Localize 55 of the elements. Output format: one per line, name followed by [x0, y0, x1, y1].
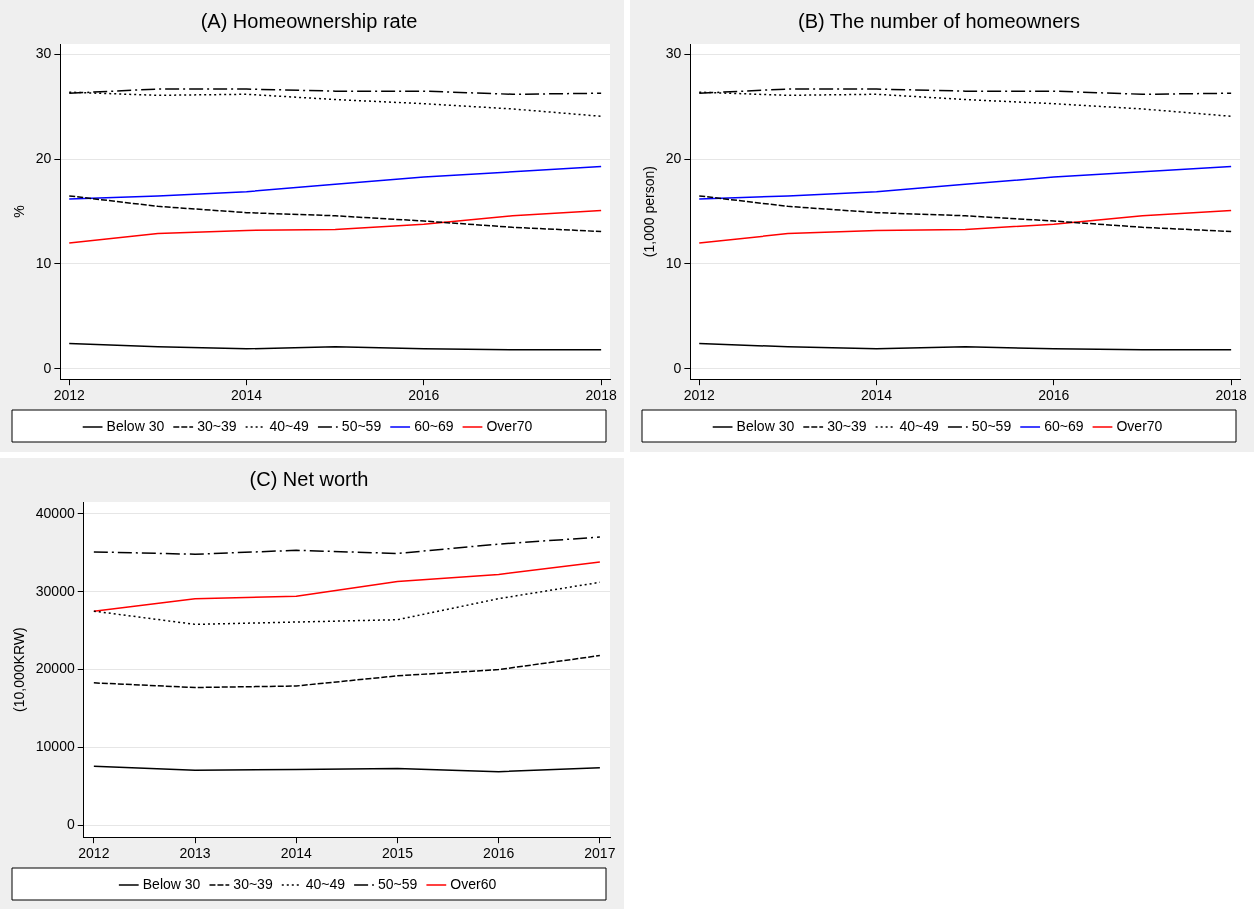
legend-label: 40~49: [899, 417, 940, 434]
legend-label: 50~59: [971, 417, 1012, 434]
legend-label: 50~59: [341, 417, 382, 434]
legend-label: 30~39: [233, 875, 273, 892]
chart-title: (A) Homeownership rate: [200, 9, 418, 32]
x-tick-label: 2015: [381, 845, 414, 862]
y-tick-label: 0: [43, 359, 52, 376]
line-series: [93, 654, 601, 689]
line-series: [93, 536, 601, 555]
x-tick-label: 2014: [230, 387, 263, 404]
chart-title: (C) Net worth: [249, 467, 369, 490]
y-tick-label: 10000: [35, 738, 75, 755]
y-tick-label: 30: [35, 45, 52, 62]
line-series: [93, 581, 601, 626]
y-tick-label: 10: [35, 254, 52, 271]
x-tick-label: 2012: [78, 845, 110, 862]
y-tick-label: 40000: [35, 504, 75, 521]
y-tick-label: 0: [66, 816, 75, 833]
y-tick-label: 20: [665, 150, 682, 167]
line-series: [698, 195, 1232, 233]
legend-label: Below 30: [142, 875, 201, 892]
x-tick-label: 2016: [1038, 387, 1070, 404]
legend-label: 40~49: [305, 875, 346, 892]
legend-label: 40~49: [269, 417, 310, 434]
legend-label: Over70: [486, 417, 533, 434]
legend-label: Below 30: [106, 417, 165, 434]
x-tick-label: 2014: [280, 845, 313, 862]
x-tick-label: 2014: [860, 387, 893, 404]
y-tick-label: 0: [673, 359, 682, 376]
line-series: [68, 195, 602, 233]
y-tick-label: 30: [665, 45, 682, 62]
legend-label: 30~39: [197, 417, 237, 434]
x-tick-label: 2013: [179, 845, 211, 862]
y-tick-label: 30000: [35, 582, 75, 599]
legend-label: Below 30: [736, 417, 795, 434]
legend-label: Over60: [450, 875, 497, 892]
y-axis-title: (1,000 person): [641, 166, 658, 258]
legend-label: Over70: [1116, 417, 1163, 434]
legend-label: 50~59: [378, 875, 418, 892]
legend-label: 60~69: [414, 417, 454, 434]
x-tick-label: 2016: [483, 845, 515, 862]
legend-label: 60~69: [1044, 417, 1084, 434]
x-tick-label: 2016: [408, 387, 440, 404]
y-axis-title: %: [11, 205, 28, 218]
x-tick-label: 2018: [585, 387, 617, 404]
y-axis-title: (10,000KRW): [11, 627, 28, 712]
y-tick-label: 10: [665, 254, 682, 271]
chart-title: (B) The number of homeowners: [798, 9, 1080, 32]
x-tick-label: 2012: [53, 387, 86, 404]
x-tick-label: 2018: [1215, 387, 1247, 404]
y-tick-label: 20: [35, 150, 52, 167]
x-tick-label: 2017: [584, 845, 616, 862]
legend-label: 30~39: [827, 417, 867, 434]
x-tick-label: 2012: [683, 387, 716, 404]
y-tick-label: 20000: [35, 660, 75, 677]
